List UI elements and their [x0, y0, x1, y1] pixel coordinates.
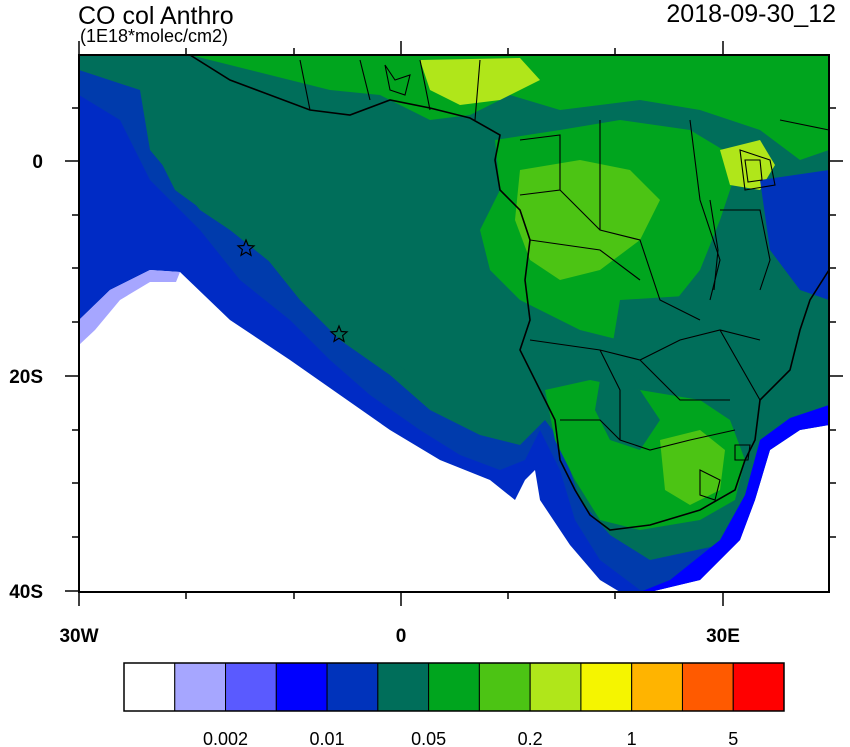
colorbar-box-9 [580, 662, 633, 712]
clean-air-region [79, 270, 620, 592]
colorbar-box-1 [174, 662, 227, 712]
colorbar-label-1: 0.01 [310, 729, 345, 747]
colorbar-label-4: 1 [627, 729, 637, 747]
colorbar-box-4 [326, 662, 379, 712]
datetime-label: 2018-09-30_12 [666, 0, 836, 28]
lon-tick-label-1: 0 [396, 626, 407, 647]
land-yellowgreen-north [420, 58, 540, 105]
lat-tick-label-1: 20S [9, 367, 43, 388]
land-darkblue-east [760, 170, 829, 300]
lat-tick-label-2: 40S [9, 582, 43, 603]
right-blue-edge [640, 405, 829, 592]
station-star-2 [329, 324, 349, 343]
colorbar-box-12 [732, 662, 785, 712]
colorbar-label-5: 5 [728, 729, 738, 747]
land-darkgreen-patch-2 [595, 380, 660, 450]
colorbar [123, 662, 785, 712]
colorbar-box-11 [681, 662, 734, 712]
land-green-north [190, 55, 829, 160]
colorbar-box-6 [428, 662, 480, 712]
light-blue-fringe [79, 270, 180, 345]
lake-shapes [384, 64, 763, 291]
plot-title: CO col Anthro [78, 2, 234, 30]
colorbar-labels: 0.002 0.01 0.05 0.2 1 5 [203, 729, 738, 747]
map-frame [78, 54, 830, 593]
station-star-1 [236, 238, 256, 257]
colorbar-label-0: 0.002 [203, 729, 248, 747]
map-area [79, 55, 829, 592]
colorbar-box-8 [529, 662, 582, 712]
land-lightgreen-interior [515, 160, 660, 280]
africa-coastline [189, 55, 829, 531]
right-white-region [650, 425, 829, 592]
land-lightgreen-south [660, 430, 725, 505]
colorbar-box-10 [631, 662, 683, 712]
units-label: (1E18*molec/cm2) [80, 26, 229, 46]
axis-ticks [65, 41, 843, 606]
colorbar-box-7 [478, 662, 531, 712]
lon-tick-label-0: 30W [59, 626, 98, 647]
colorbar-box-2 [225, 662, 277, 712]
lat-tick-label-0: 0 [32, 152, 43, 173]
colorbar-label-3: 0.2 [518, 729, 543, 747]
country-borders [299, 59, 829, 501]
lon-tick-label-2: 30E [706, 626, 740, 647]
land-darkgreen-patch-1 [610, 295, 760, 400]
colorbar-label-2: 0.05 [411, 729, 446, 747]
colorbar-box-0 [123, 662, 176, 712]
colorbar-box-3 [275, 662, 328, 712]
colorbar-box-5 [377, 662, 430, 712]
colorbar-frame [123, 662, 785, 712]
